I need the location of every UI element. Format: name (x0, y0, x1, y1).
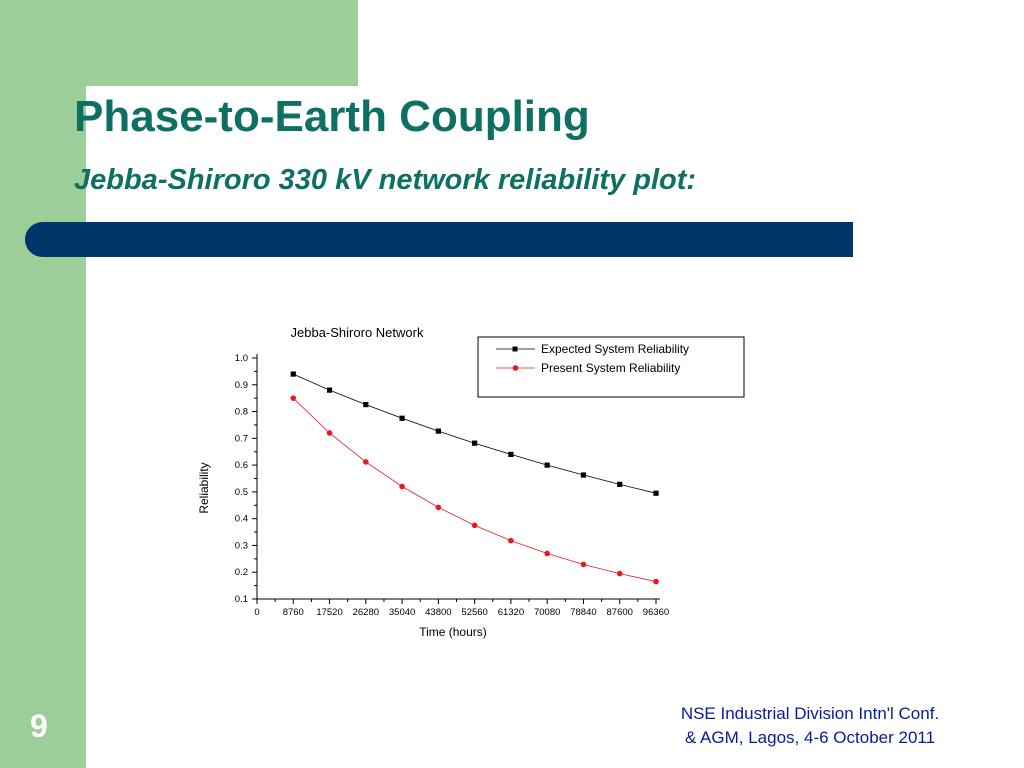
data-point (617, 481, 623, 487)
chart-title: Jebba-Shiroro Network (291, 325, 424, 340)
y-tick-label: 1.0 (235, 353, 248, 364)
slide-subtitle: Jebba-Shiroro 330 kV network reliability… (74, 164, 697, 196)
legend-item: Present System Reliability (496, 361, 680, 375)
data-point (363, 459, 369, 465)
x-axis-label: Time (hours) (419, 625, 487, 639)
top-accent-band (0, 0, 358, 86)
reliability-chart: Jebba-Shiroro Network Reliability Time (… (197, 325, 745, 639)
y-tick-label: 0.1 (235, 594, 248, 605)
series-layer (290, 371, 659, 585)
x-tick-label: 52560 (461, 607, 487, 618)
x-tick-label: 87600 (607, 607, 633, 618)
data-point (399, 415, 405, 421)
data-point (544, 462, 550, 468)
y-tick-label: 0.4 (235, 514, 248, 525)
data-point (616, 570, 623, 577)
series-line (293, 397, 657, 582)
x-tick-label: 8760 (283, 607, 304, 618)
y-tick-label: 0.3 (235, 540, 248, 551)
data-point (508, 537, 514, 544)
data-point (290, 371, 296, 377)
y-tick-label: 0.9 (235, 380, 248, 391)
legend-label: Present System Reliability (541, 361, 680, 375)
data-point (326, 430, 333, 436)
x-tick-label: 26280 (353, 607, 379, 618)
y-tick-label: 0.8 (235, 407, 248, 418)
data-point (653, 490, 659, 496)
sidebar-background (0, 0, 86, 768)
data-point (472, 440, 478, 446)
divider-bar (25, 222, 853, 257)
x-tick-label: 17520 (316, 607, 342, 618)
y-tick-label: 0.7 (235, 433, 248, 444)
axes: 0.1 0.2 0.3 0.4 0.5 0.6 0.7 0.8 0.9 1.0 0 8760 17520… (235, 353, 669, 618)
x-tick-label: 96360 (643, 607, 669, 618)
footer-line-1: NSE Industrial Division Intn'l Conf. (680, 704, 940, 723)
x-tick-label: 70080 (534, 607, 560, 618)
data-point (580, 561, 587, 568)
data-point (326, 387, 333, 393)
x-tick-label: 78840 (570, 607, 596, 618)
legend-marker (512, 346, 518, 352)
slide-title: Phase-to-Earth Coupling (74, 92, 590, 141)
data-point (290, 395, 297, 401)
data-point (363, 401, 369, 408)
y-axis-label: Reliability (197, 462, 211, 513)
series-2 (290, 395, 659, 585)
legend: Expected System Reliability Present Syste… (477, 336, 745, 398)
y-tick-label: 0.2 (235, 567, 248, 578)
data-point (399, 483, 405, 490)
legend-box (477, 336, 745, 398)
legend-label: Expected System Reliability (541, 342, 689, 356)
data-point (508, 451, 514, 457)
data-point (471, 522, 478, 529)
page-number: 9 (30, 708, 48, 744)
x-tick-label: 43800 (425, 607, 451, 618)
content-area (86, 86, 1024, 768)
data-point (653, 578, 659, 585)
x-tick-label: 0 (254, 607, 259, 618)
data-point (544, 550, 550, 557)
x-tick-label: 61320 (498, 607, 524, 618)
footer-line-2: & AGM, Lagos, 4-6 October 2011 (684, 728, 936, 747)
x-tick-label: 35040 (389, 607, 415, 618)
data-point (435, 428, 441, 434)
footer-text: NSE Industrial Division Intn'l Conf. & A… (620, 702, 1000, 750)
data-point (435, 504, 442, 511)
series-1 (290, 371, 659, 496)
legend-marker (512, 365, 519, 371)
y-tick-label: 0.6 (235, 460, 248, 471)
legend-item: Expected System Reliability (496, 342, 689, 356)
data-point (580, 472, 587, 478)
y-tick-label: 0.5 (235, 487, 248, 498)
